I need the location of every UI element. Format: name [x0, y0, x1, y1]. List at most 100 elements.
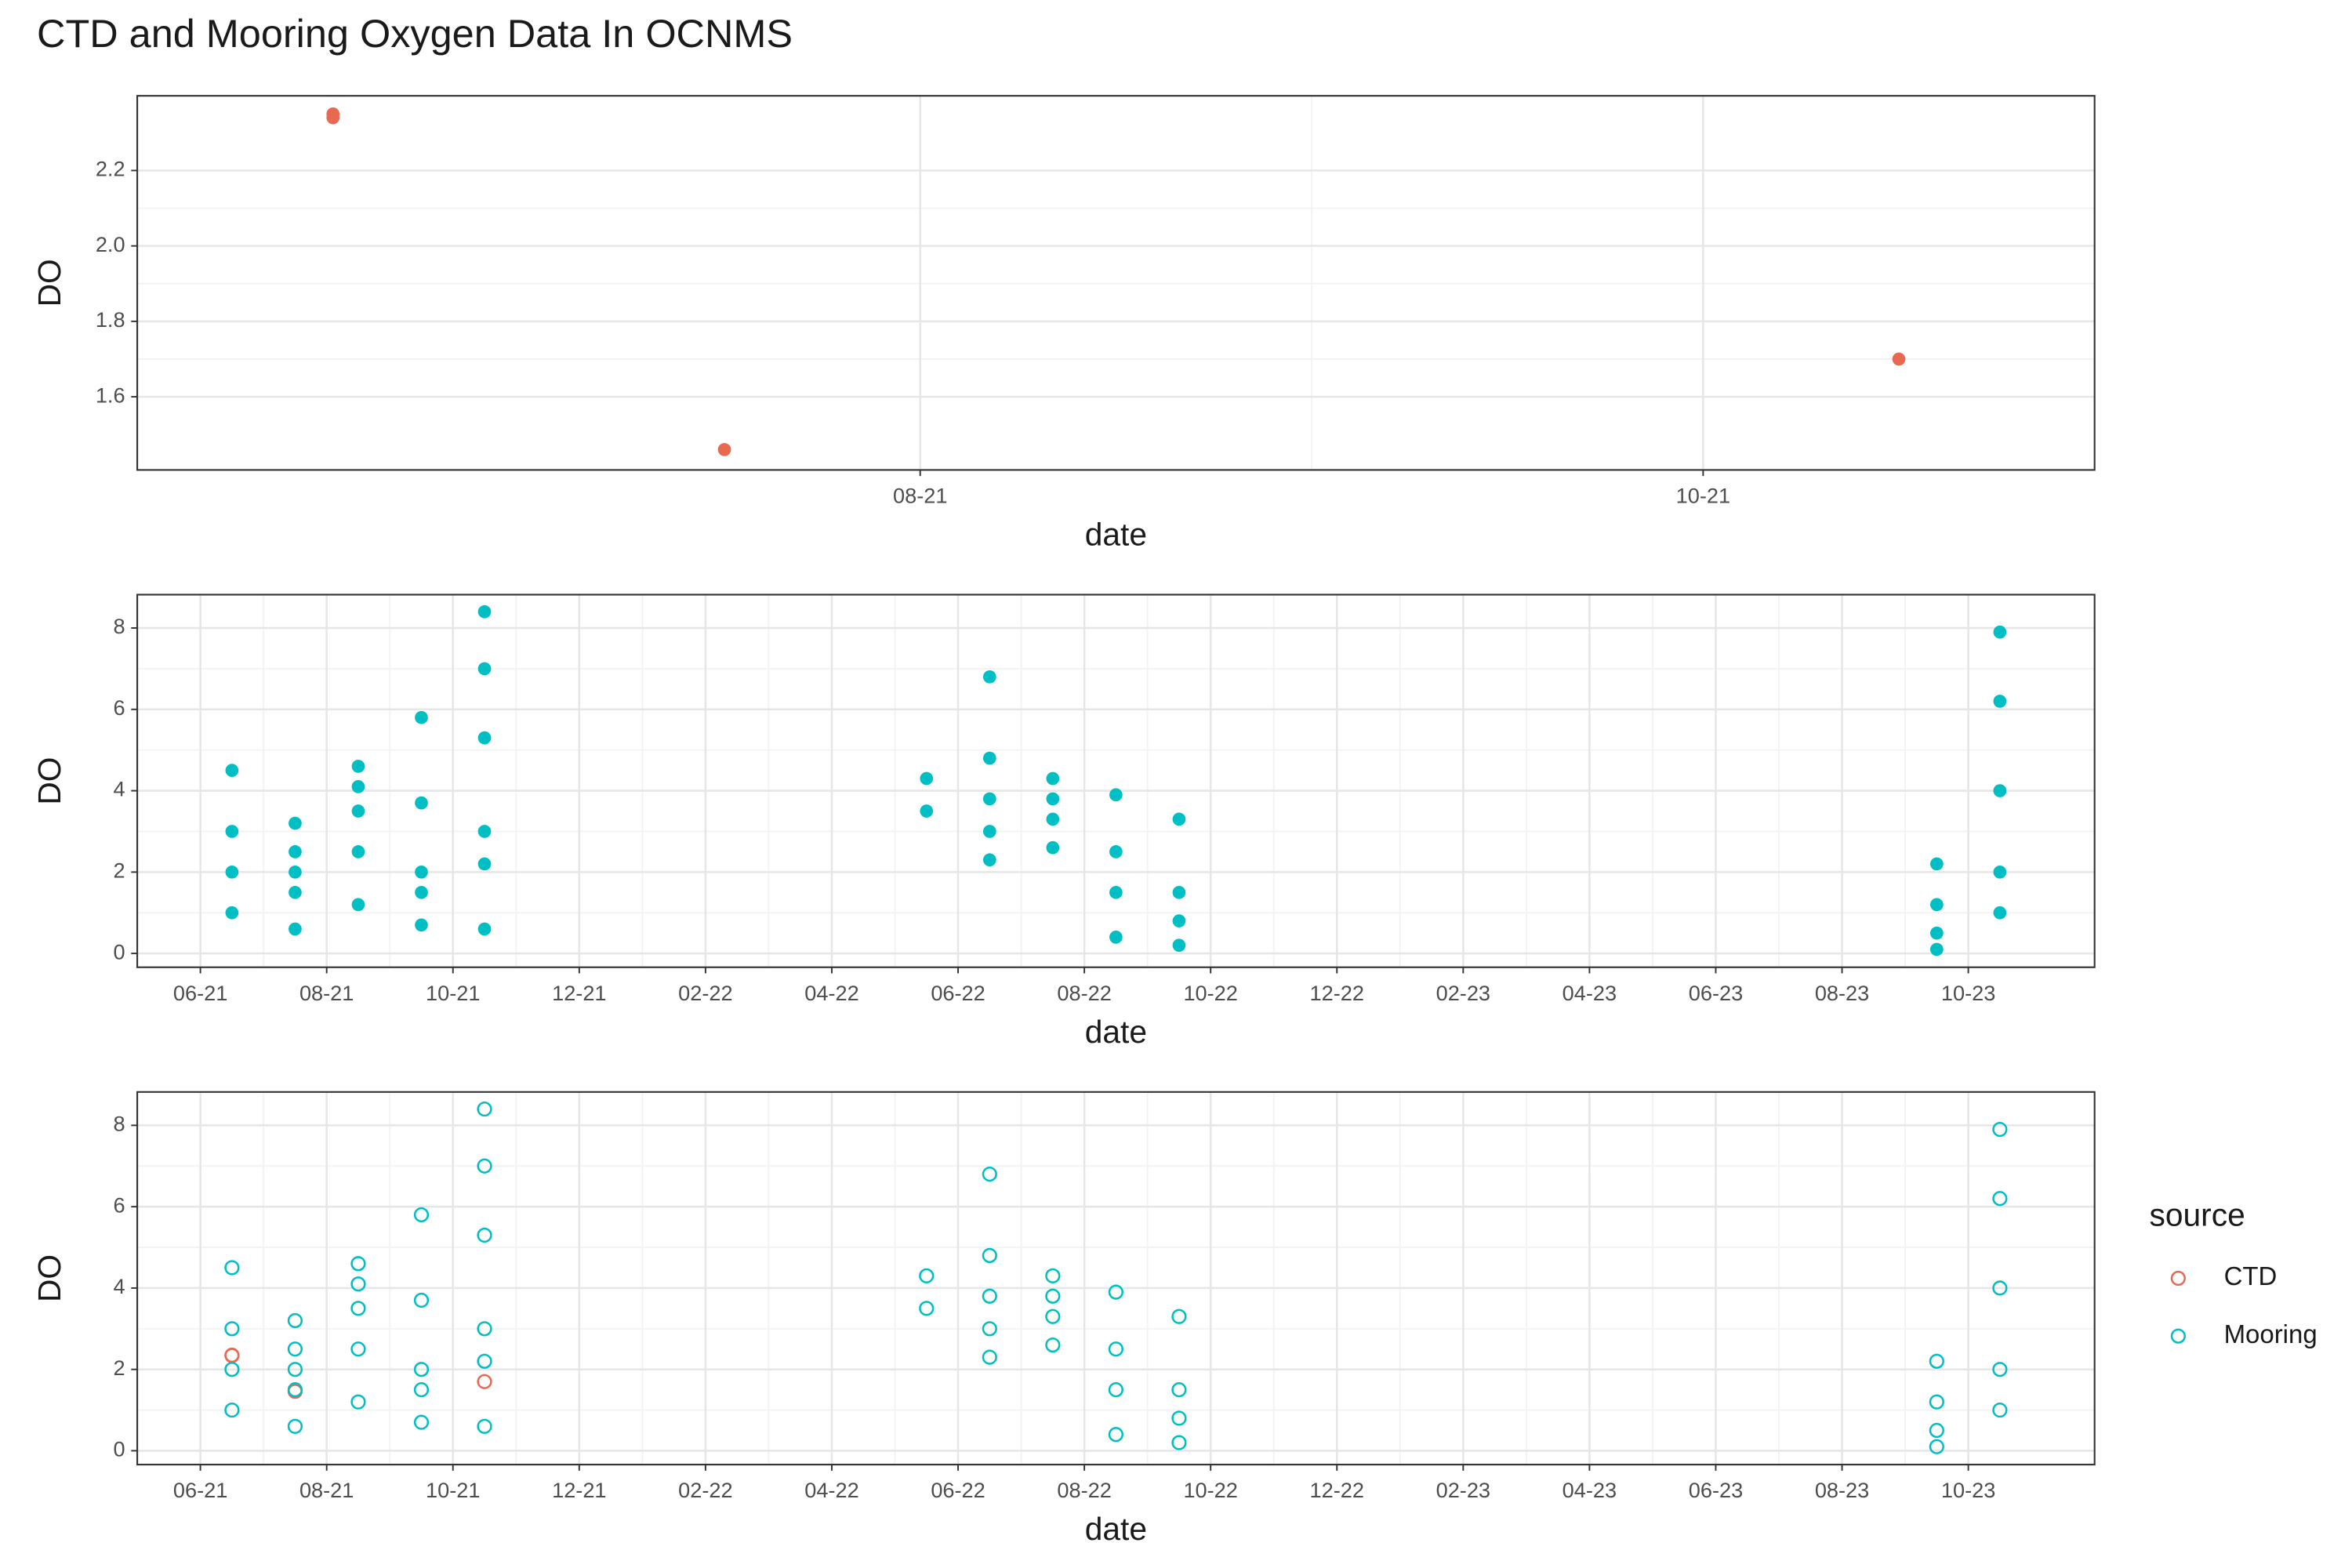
x-tick-label: 04-22 — [804, 981, 858, 1005]
point — [350, 1341, 366, 1357]
point — [1993, 625, 2007, 639]
x-tick-label: 10-21 — [1676, 484, 1730, 508]
point — [920, 804, 934, 818]
point — [1046, 771, 1060, 786]
x-tick-label: 12-21 — [552, 981, 606, 1005]
point — [1892, 352, 1906, 366]
x-tick-label: 12-22 — [1310, 981, 1364, 1005]
point — [287, 1418, 303, 1434]
point — [919, 1268, 935, 1283]
x-tick-label: 10-22 — [1183, 1478, 1237, 1502]
x-tick-label: 02-22 — [678, 1478, 732, 1502]
point — [477, 1227, 492, 1243]
y-tick-label: 6 — [113, 1192, 125, 1217]
point — [1929, 926, 1944, 940]
y-axis-label: DO — [31, 757, 67, 805]
point — [1045, 1288, 1061, 1304]
legend-symbol — [2170, 1270, 2186, 1287]
point — [1929, 857, 1944, 871]
point — [1992, 1362, 2008, 1377]
point — [1108, 1284, 1123, 1300]
point — [477, 1418, 492, 1434]
point — [287, 1382, 303, 1398]
point — [477, 662, 492, 676]
x-tick-label: 08-21 — [893, 484, 947, 508]
point — [289, 816, 302, 830]
x-tick-label: 06-23 — [1689, 981, 1743, 1005]
point — [1172, 938, 1186, 953]
point — [1929, 1422, 1944, 1439]
y-tick-label: 0 — [113, 939, 125, 964]
y-tick-label: 2.2 — [96, 157, 125, 181]
point — [413, 1207, 430, 1223]
point — [413, 1362, 430, 1377]
point — [1929, 898, 1944, 912]
x-tick-label: 08-23 — [1815, 981, 1869, 1005]
legend-label: Mooring — [2224, 1319, 2318, 1348]
point — [982, 1247, 997, 1264]
point — [1992, 1121, 2008, 1138]
point — [982, 853, 996, 867]
x-axis-label: date — [1085, 1014, 1147, 1050]
legend-title: source — [2150, 1197, 2245, 1233]
x-tick-label: 12-22 — [1310, 1478, 1364, 1502]
point — [351, 898, 365, 912]
point — [1929, 1394, 1944, 1410]
y-tick-label: 1.6 — [96, 383, 125, 407]
point — [289, 885, 302, 899]
point — [982, 1321, 997, 1337]
point — [350, 1256, 366, 1272]
point — [982, 751, 996, 765]
x-tick-label: 04-23 — [1563, 981, 1617, 1005]
point — [1172, 812, 1186, 826]
point — [477, 1102, 492, 1117]
point — [477, 731, 492, 745]
y-tick-label: 8 — [113, 1112, 125, 1136]
point — [351, 780, 365, 793]
point — [1172, 914, 1186, 927]
x-tick-label: 08-23 — [1815, 1478, 1869, 1502]
point — [919, 1301, 935, 1316]
point — [477, 1158, 492, 1174]
point — [1171, 1308, 1187, 1324]
y-axis-label: DO — [31, 259, 67, 307]
x-axis-label: date — [1085, 1511, 1147, 1547]
point — [1109, 845, 1123, 858]
y-tick-label: 4 — [113, 777, 125, 801]
x-tick-label: 06-23 — [1689, 1478, 1743, 1502]
point — [1929, 1439, 1944, 1454]
point — [289, 866, 302, 879]
point — [287, 1312, 303, 1329]
point — [351, 804, 365, 818]
x-tick-label: 06-22 — [931, 981, 985, 1005]
y-axis-label: DO — [31, 1254, 67, 1302]
point — [289, 845, 302, 858]
x-tick-label: 04-23 — [1563, 1478, 1617, 1502]
point — [351, 845, 365, 858]
point — [477, 825, 492, 838]
x-tick-label: 10-21 — [426, 981, 480, 1005]
point — [225, 825, 239, 838]
y-tick-label: 4 — [113, 1274, 125, 1298]
point — [287, 1341, 303, 1357]
x-tick-label: 02-23 — [1436, 1478, 1490, 1502]
x-tick-label: 10-23 — [1941, 981, 1995, 1005]
point — [415, 796, 428, 810]
point — [982, 670, 996, 684]
point — [982, 825, 996, 838]
x-tick-label: 12-21 — [552, 1478, 606, 1502]
y-tick-label: 2 — [113, 1356, 125, 1380]
legend-symbol — [2170, 1328, 2186, 1344]
x-tick-label: 08-22 — [1057, 981, 1111, 1005]
figure-title: CTD and Mooring Oxygen Data In OCNMS — [37, 11, 793, 56]
point — [287, 1362, 303, 1377]
point — [326, 111, 340, 125]
point — [350, 1301, 366, 1316]
point — [1046, 840, 1060, 855]
point — [1109, 788, 1123, 802]
x-tick-label: 10-22 — [1183, 981, 1237, 1005]
point — [982, 1288, 997, 1304]
point — [224, 1362, 240, 1377]
x-tick-label: 10-21 — [426, 1478, 480, 1502]
